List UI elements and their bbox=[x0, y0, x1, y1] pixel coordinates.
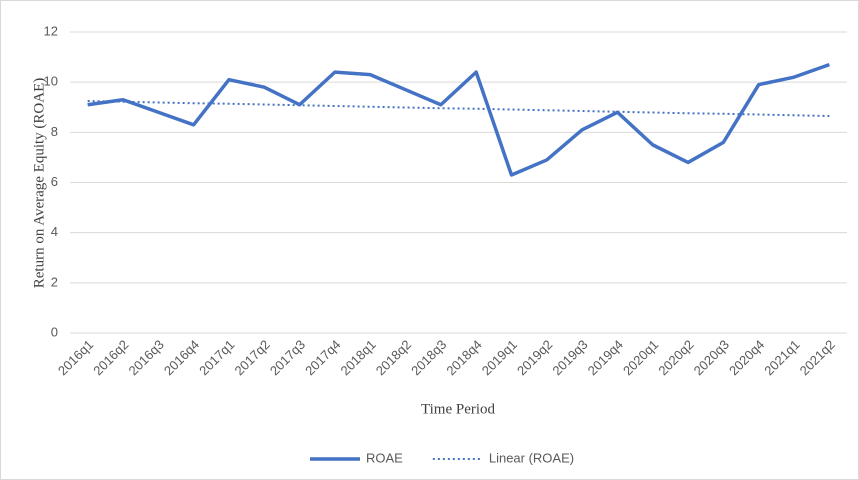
y-tick-label: 6 bbox=[51, 174, 58, 189]
series-line bbox=[87, 99, 830, 118]
y-tick-label: 2 bbox=[51, 274, 58, 289]
y-tick-label: 0 bbox=[51, 324, 58, 339]
legend-label: Linear (ROAE) bbox=[489, 450, 574, 465]
y-tick-label: 8 bbox=[51, 124, 58, 139]
series-line bbox=[87, 62, 830, 177]
y-tick-label: 12 bbox=[44, 23, 58, 38]
x-axis-title: Time Period bbox=[421, 401, 496, 417]
y-axis-title: Return on Average Equity (ROAE) bbox=[31, 78, 47, 289]
legend-label: ROAE bbox=[366, 450, 403, 465]
y-tick-label: 4 bbox=[51, 224, 58, 239]
y-tick-label: 10 bbox=[44, 74, 58, 89]
